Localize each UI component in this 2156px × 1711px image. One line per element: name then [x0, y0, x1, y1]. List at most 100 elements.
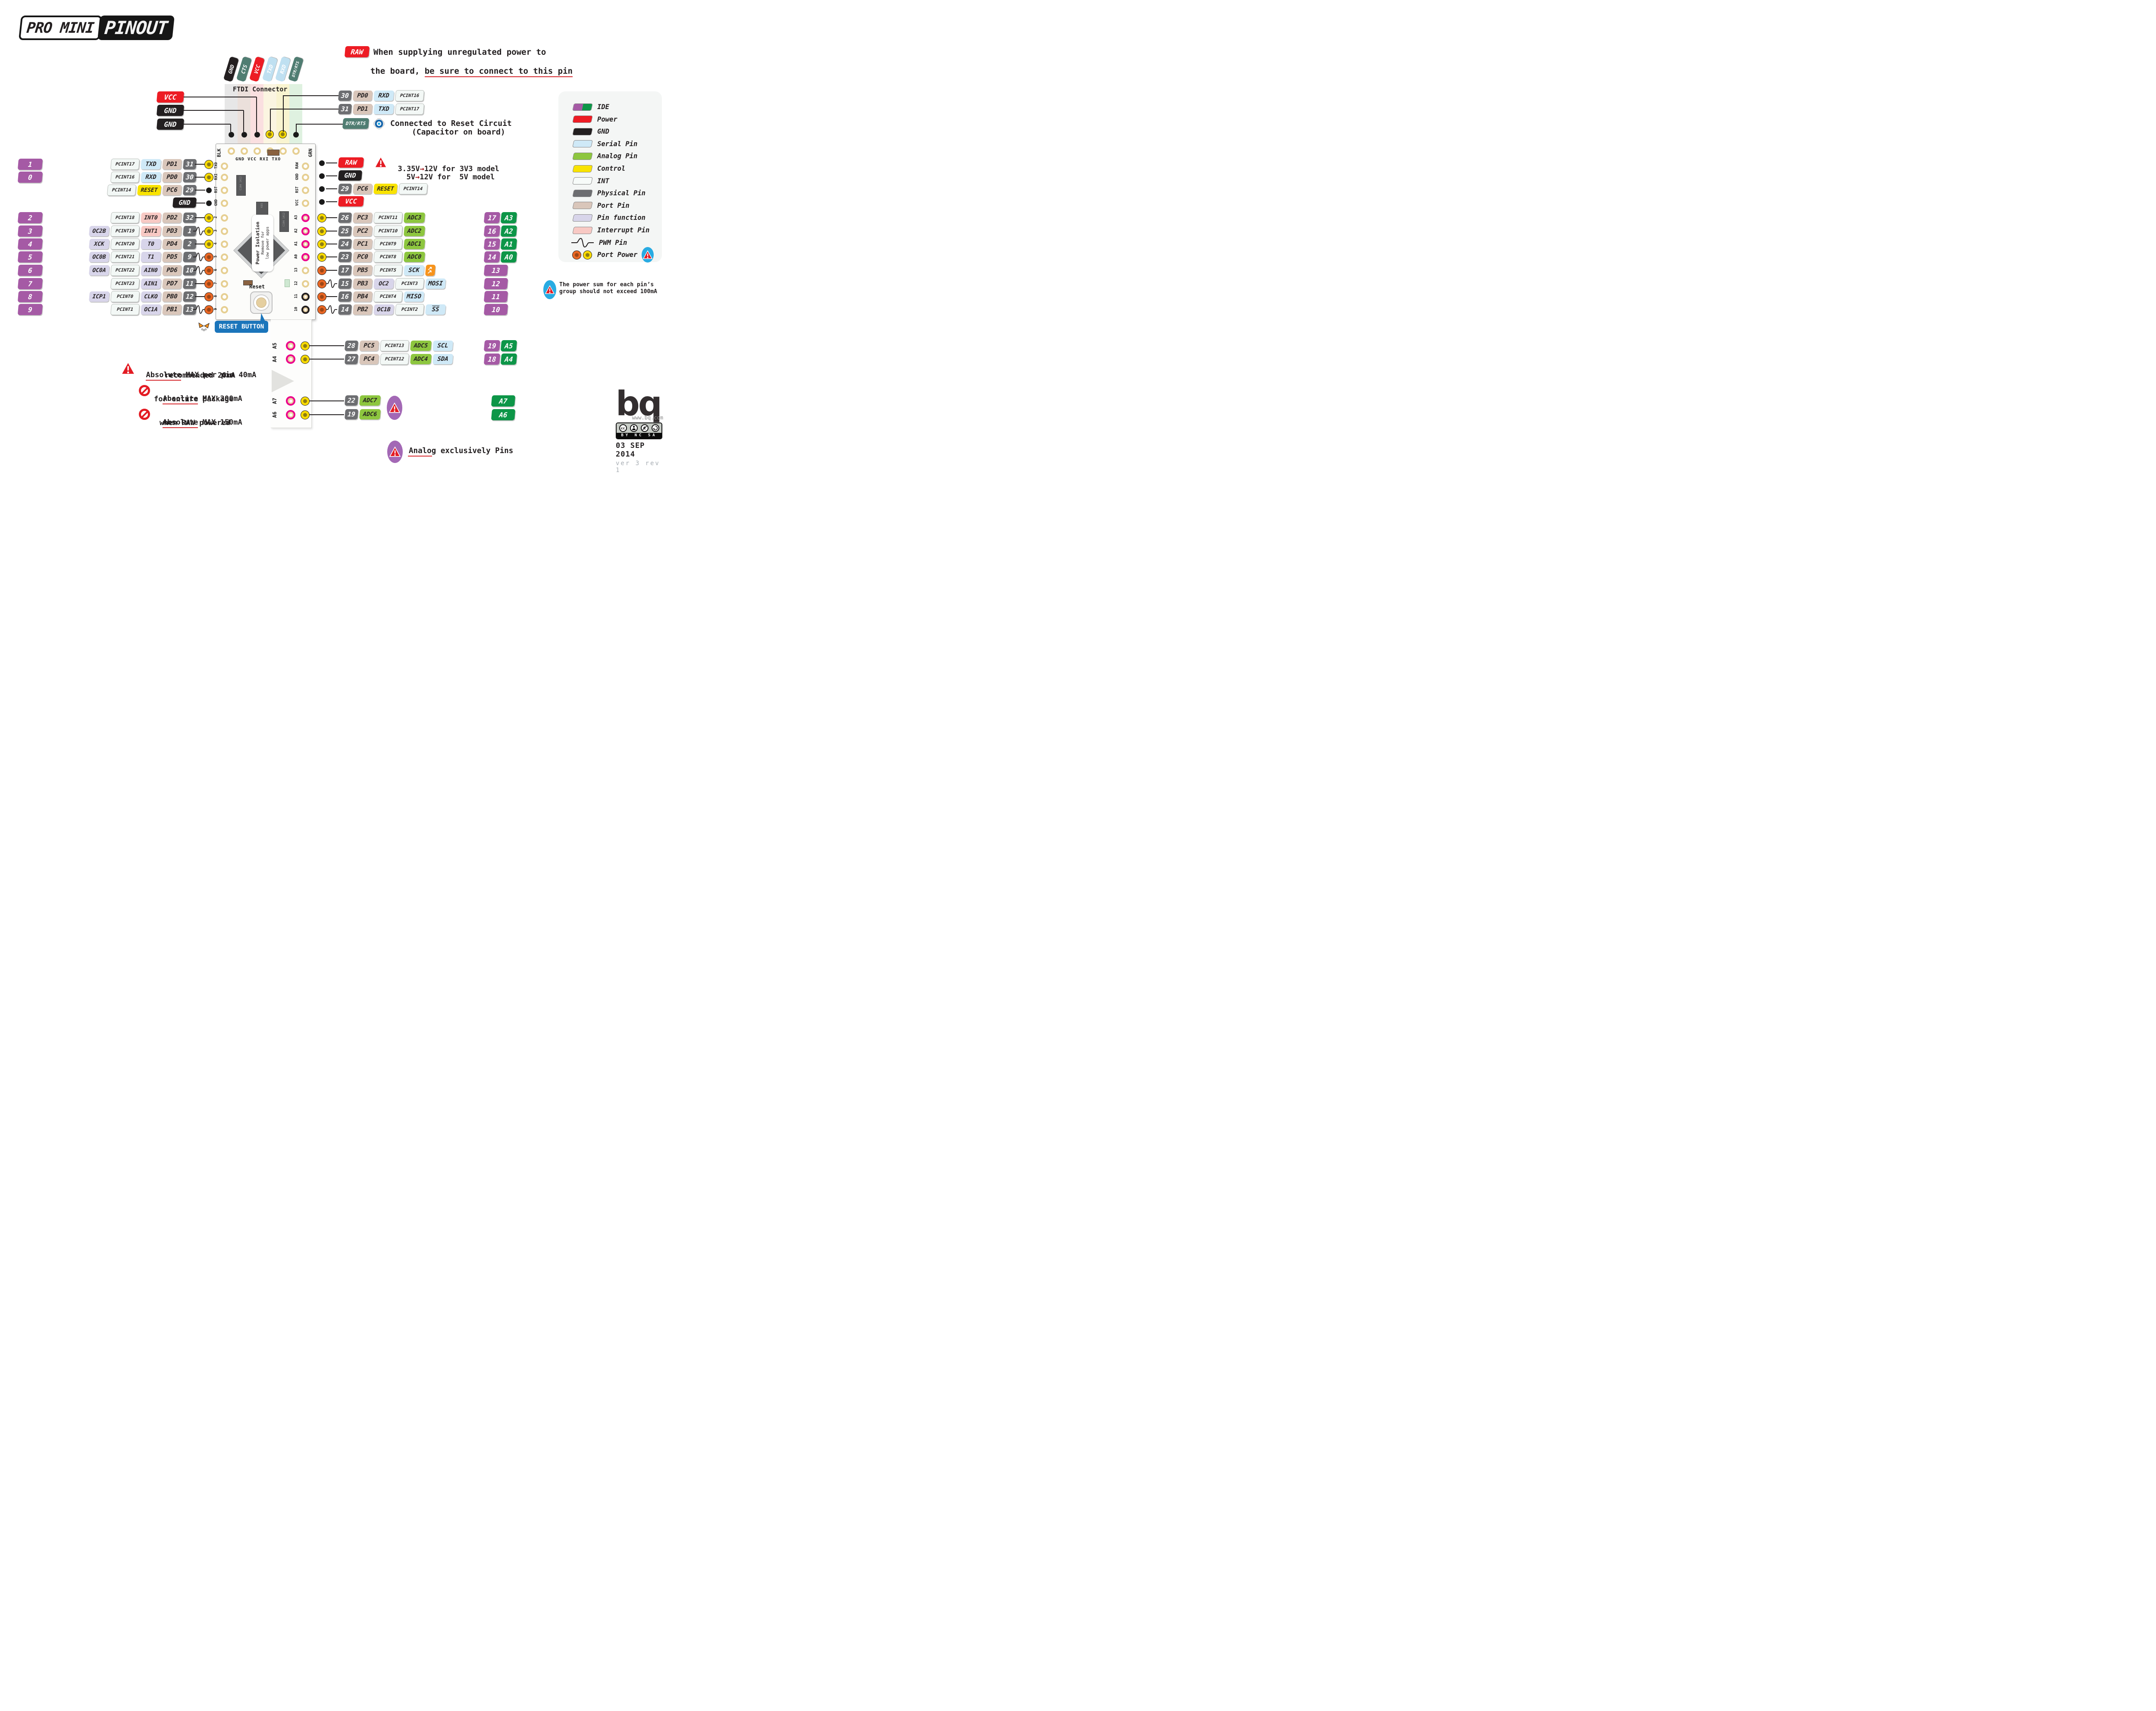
pin-row: XCK PCINT20 T0 PD4 2 — [55, 238, 197, 250]
analog-note-icon — [387, 441, 403, 463]
silk-left-label: 9 — [213, 308, 218, 310]
pin-badge-pcint9: PCINT9 — [373, 238, 403, 250]
solder-pad-magenta — [286, 341, 295, 350]
board-hole — [253, 147, 261, 155]
pin-badge-pcint10: PCINT10 — [373, 225, 403, 237]
pin-badge-adc1: ADC1 — [403, 239, 426, 249]
pin-row: 31 PD1 TXD PCINT17 — [338, 103, 425, 115]
pin-row: 30 PD0 RXD PCINT16 — [338, 90, 425, 101]
warn2-underlined: Absolute — [163, 394, 198, 404]
raw-note-line2b: be sure to connect to this pin — [424, 66, 573, 77]
pwm-wave — [193, 252, 205, 262]
pin-badge-pd0: PD0 — [352, 91, 373, 101]
bq-footer: bq www.bq.com cc € BY NC SA 03 SEP 2014 … — [616, 387, 663, 474]
legend-swatch-gnd — [572, 128, 593, 135]
pin-row: RAW — [338, 157, 364, 168]
pin-badge-pd3: PD3 — [162, 226, 182, 236]
ide-badge-wrap: A6 — [491, 409, 516, 420]
eye-icon — [371, 116, 387, 132]
pin-wire — [195, 177, 205, 178]
page-title: PRO MINI PINOUT — [19, 16, 175, 40]
max-current-warning-icon — [121, 361, 135, 375]
pin-badge-vcc: VCC — [338, 196, 364, 206]
solder-pad-orange — [204, 279, 213, 288]
board-hole — [221, 214, 228, 222]
board-hole — [240, 147, 248, 155]
power-isolation-callout: Power Isolation Remove for low power app… — [252, 215, 273, 272]
raw-note-line2: the board, be sure to connect to this pi… — [360, 57, 573, 77]
pin-badge-pd7: PD7 — [162, 278, 182, 289]
capacitor: C104 1412 — [279, 211, 289, 232]
board-hole — [221, 280, 228, 288]
legend-item-portpower: Port Power — [558, 247, 662, 263]
legend-label: Pin function — [597, 214, 646, 222]
silk-ext-a6: A6 — [272, 411, 278, 418]
board-hole — [221, 253, 228, 261]
solder-pad-yellow — [301, 396, 310, 406]
reset-silk-label: Reset — [249, 284, 265, 290]
header-pad — [254, 132, 260, 138]
footer-date: 03 SEP 2014 — [616, 441, 645, 459]
silk-right-label: 13 — [294, 267, 299, 272]
v2-to: 12V for 5V model — [420, 173, 495, 181]
legend-label: IDE — [597, 103, 609, 111]
silk-right-label: 12 — [294, 281, 299, 286]
solder-pad-black — [206, 187, 212, 193]
silk-left-label: 6 — [213, 269, 218, 271]
cc-license-text: BY NC SA — [617, 433, 661, 438]
ide-pin-a3: A3 — [500, 212, 517, 223]
pin-badge-pc2: PC2 — [352, 226, 373, 236]
pin-row: 23 PC0 PCINT8 ADC0 — [338, 251, 426, 263]
legend-port-power — [572, 250, 592, 260]
warn1-line1: Absolute MAX per pin 40mA — [137, 362, 256, 381]
ide-pin-a5: A5 — [500, 340, 517, 351]
silk-ext-a4: A4 — [272, 356, 278, 363]
pin-badge-pcint17: PCINT17 — [395, 103, 425, 115]
board-hole — [301, 240, 310, 248]
pin-badge-pcint21: PCINT21 — [110, 251, 140, 263]
ide-badge-wrap: 12 — [483, 278, 508, 289]
pin-row: OC0A PCINT22 AIN0 PD6 10 — [55, 265, 197, 276]
silk-right-label: GND — [295, 173, 300, 180]
pin-badge-reset: RESET — [373, 184, 398, 194]
silk-left-label: 4 — [213, 242, 218, 245]
footer-version: ver 3 rev 1 — [616, 460, 660, 474]
solder-pad-magenta — [286, 396, 295, 406]
pin-row: VCC — [338, 196, 364, 206]
no-entry-icon — [139, 385, 150, 396]
voltage-warning-icon — [374, 156, 387, 168]
power-row: GND — [155, 105, 185, 116]
pin-badge-26: 26 — [338, 213, 352, 223]
legend-item-interrupt: Interrupt Pin — [558, 225, 662, 235]
pwm-wave — [325, 305, 337, 314]
pin-badge-pcint5: PCINT5 — [373, 265, 403, 276]
solder-pad-orange — [204, 292, 213, 301]
pin-row: 29 PC6 RESET PCINT14 — [338, 183, 428, 194]
silk-grn: GRN — [307, 148, 313, 157]
solder-pad-yellow — [317, 239, 326, 249]
board-hole — [279, 147, 287, 155]
pin-wire — [326, 296, 337, 297]
pin-row: GND — [55, 197, 197, 208]
board-hole — [302, 266, 309, 274]
silk-left-label: RST — [214, 186, 219, 193]
legend-swatch-phys — [572, 189, 593, 197]
v1-from: 3.35V — [398, 165, 420, 173]
board-hole — [302, 162, 309, 170]
solder-pad-orange — [204, 305, 213, 314]
board-fold — [272, 370, 294, 392]
pin-badge-19: 19 — [344, 409, 359, 419]
pin-badge-pc0: PC0 — [352, 252, 373, 262]
ftdi-caption: FTDI Connector — [233, 85, 288, 93]
resistor — [243, 280, 253, 285]
board-hole — [221, 162, 228, 170]
pin-badge-oc2: OC2 — [373, 278, 395, 289]
reset-button[interactable] — [250, 291, 273, 314]
pin-wire — [195, 283, 205, 284]
legend-swatch-ide — [572, 103, 593, 111]
warn1-underlined: Absolute — [146, 371, 182, 381]
power-row: VCC — [155, 91, 185, 103]
pin-row: 16 PB4 PCINT4 MISO — [338, 291, 425, 302]
solder-pad-black — [319, 186, 325, 192]
ide-pin-19: 19 — [483, 340, 501, 351]
